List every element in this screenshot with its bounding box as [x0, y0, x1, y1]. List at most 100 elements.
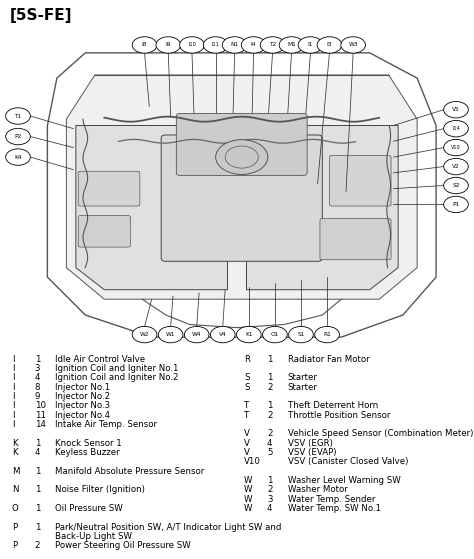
Text: R1: R1: [323, 332, 331, 337]
Text: I10: I10: [188, 42, 196, 48]
Text: O1: O1: [271, 332, 279, 337]
Text: V5: V5: [452, 107, 460, 112]
Text: Washer Motor: Washer Motor: [288, 485, 347, 494]
Text: I: I: [12, 401, 14, 410]
Text: M1: M1: [287, 42, 296, 48]
Circle shape: [315, 326, 339, 343]
Text: I: I: [12, 392, 14, 401]
Text: Starter: Starter: [288, 373, 318, 382]
FancyBboxPatch shape: [161, 135, 322, 261]
Text: Theft Deterrent Horn: Theft Deterrent Horn: [288, 401, 378, 410]
Text: K4: K4: [14, 155, 22, 159]
Circle shape: [444, 139, 468, 156]
Text: S: S: [244, 382, 249, 392]
Text: K: K: [12, 448, 18, 457]
Circle shape: [6, 129, 30, 145]
Circle shape: [241, 37, 266, 53]
Circle shape: [279, 37, 304, 53]
Text: 1: 1: [35, 467, 40, 476]
Text: Starter: Starter: [288, 382, 318, 392]
Text: V: V: [244, 439, 250, 448]
Circle shape: [184, 326, 209, 343]
Text: 8: 8: [35, 382, 40, 392]
Circle shape: [132, 37, 157, 53]
Text: K1: K1: [245, 332, 253, 337]
Text: W: W: [244, 495, 253, 504]
Text: I4: I4: [251, 42, 256, 48]
Text: V10: V10: [451, 145, 461, 150]
Text: 1: 1: [267, 401, 273, 410]
Circle shape: [156, 37, 181, 53]
Circle shape: [444, 177, 468, 194]
Circle shape: [6, 108, 30, 124]
Text: 3: 3: [267, 495, 273, 504]
Text: M: M: [12, 467, 19, 476]
Text: 9: 9: [35, 392, 40, 401]
Text: S: S: [244, 373, 249, 382]
Text: 1: 1: [35, 523, 40, 532]
Text: 2: 2: [267, 485, 273, 494]
Circle shape: [210, 326, 235, 343]
Text: Washer Level Warning SW: Washer Level Warning SW: [288, 476, 401, 485]
Circle shape: [158, 326, 183, 343]
Text: 4: 4: [35, 373, 40, 382]
Text: Power Steering Oil Pressure SW: Power Steering Oil Pressure SW: [55, 541, 191, 550]
Text: W2: W2: [140, 332, 149, 337]
Text: P: P: [12, 541, 17, 550]
Text: Intake Air Temp. Sensor: Intake Air Temp. Sensor: [55, 420, 157, 429]
Text: W3: W3: [348, 42, 358, 48]
Text: 1: 1: [35, 439, 40, 448]
Text: 2: 2: [35, 541, 40, 550]
Text: I1: I1: [308, 42, 313, 48]
Circle shape: [444, 158, 468, 175]
Text: Knock Sensor 1: Knock Sensor 1: [55, 439, 122, 448]
Text: I8: I8: [142, 42, 147, 48]
Text: 3: 3: [35, 364, 40, 373]
Text: Keyless Buzzer: Keyless Buzzer: [55, 448, 120, 457]
Circle shape: [222, 37, 247, 53]
FancyBboxPatch shape: [329, 155, 391, 206]
Text: Injector No.1: Injector No.1: [55, 382, 110, 392]
Text: Injector No.2: Injector No.2: [55, 392, 110, 401]
Circle shape: [317, 37, 342, 53]
Text: I: I: [12, 364, 14, 373]
Text: I: I: [12, 420, 14, 429]
FancyBboxPatch shape: [176, 113, 307, 176]
Text: P1: P1: [452, 202, 460, 207]
Text: Radiator Fan Motor: Radiator Fan Motor: [288, 354, 369, 363]
Text: W4: W4: [192, 332, 201, 337]
Text: W: W: [244, 485, 253, 494]
Text: I9: I9: [165, 42, 171, 48]
Text: N: N: [12, 485, 18, 494]
Text: V4: V4: [219, 332, 227, 337]
Text: 4: 4: [267, 504, 273, 513]
Text: V: V: [244, 448, 250, 457]
Text: T2: T2: [269, 42, 276, 48]
Text: W: W: [244, 504, 253, 513]
Circle shape: [444, 120, 468, 137]
Text: 10: 10: [35, 401, 46, 410]
Text: I: I: [12, 410, 14, 420]
Circle shape: [203, 37, 228, 53]
Text: Back-Up Light SW: Back-Up Light SW: [55, 532, 132, 541]
Text: Manifold Absolute Pressure Sensor: Manifold Absolute Pressure Sensor: [55, 467, 205, 476]
Text: W: W: [244, 476, 253, 485]
Text: T: T: [244, 401, 249, 410]
Text: Park/Neutral Position SW, A/T Indicator Light SW and: Park/Neutral Position SW, A/T Indicator …: [55, 523, 282, 532]
Text: Ignition Coil and Igniter No.1: Ignition Coil and Igniter No.1: [55, 364, 179, 373]
Text: I11: I11: [212, 42, 219, 48]
Text: K: K: [12, 439, 18, 448]
Text: Vehicle Speed Sensor (Combination Meter): Vehicle Speed Sensor (Combination Meter): [288, 429, 473, 438]
Text: 1: 1: [267, 373, 273, 382]
Text: 1: 1: [35, 354, 40, 363]
Text: [5S-FE]: [5S-FE]: [9, 8, 72, 23]
Text: Injector No.3: Injector No.3: [55, 401, 110, 410]
Text: P: P: [12, 523, 17, 532]
Text: Oil Pressure SW: Oil Pressure SW: [55, 504, 123, 513]
Text: O: O: [12, 504, 18, 513]
Circle shape: [444, 196, 468, 212]
Circle shape: [180, 37, 204, 53]
Text: R: R: [244, 354, 250, 363]
Circle shape: [260, 37, 285, 53]
FancyBboxPatch shape: [78, 216, 130, 247]
